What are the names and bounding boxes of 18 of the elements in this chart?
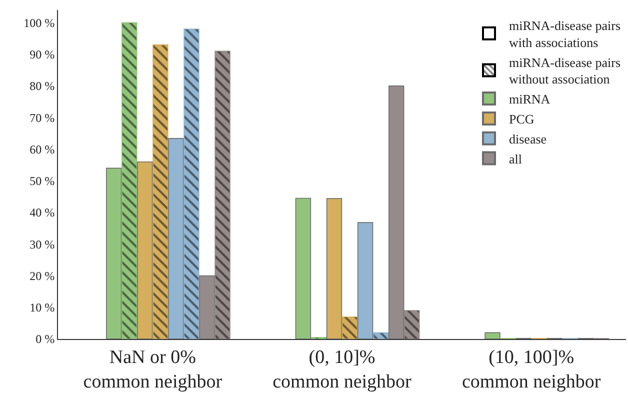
x-tick-label: (10, 100]% common neighbor: [462, 346, 602, 392]
legend-label: miRNA: [509, 92, 551, 107]
y-tick-label: 30 %: [30, 237, 55, 252]
y-tick-label: 80 %: [30, 79, 55, 94]
legend-label: PCG: [509, 112, 534, 127]
legend-label: all: [509, 151, 522, 166]
y-tick-label: 20 %: [30, 268, 55, 283]
x-tick-label: (0, 10]% common neighbor: [272, 346, 412, 392]
y-tick-label: 90 %: [30, 47, 55, 62]
legend-label: disease: [509, 131, 547, 146]
y-tick-label: 60 %: [30, 142, 55, 156]
y-tick-label: 10 %: [30, 300, 55, 315]
y-tick-label: 40 %: [30, 206, 55, 220]
x-tick-label: NaN or 0% common neighbor: [83, 346, 223, 392]
y-tick-label: 0 %: [36, 332, 55, 346]
y-tick-label: 50 %: [30, 174, 55, 188]
y-tick-label: 70 %: [30, 110, 55, 125]
y-tick-label: 100 %: [24, 16, 55, 30]
